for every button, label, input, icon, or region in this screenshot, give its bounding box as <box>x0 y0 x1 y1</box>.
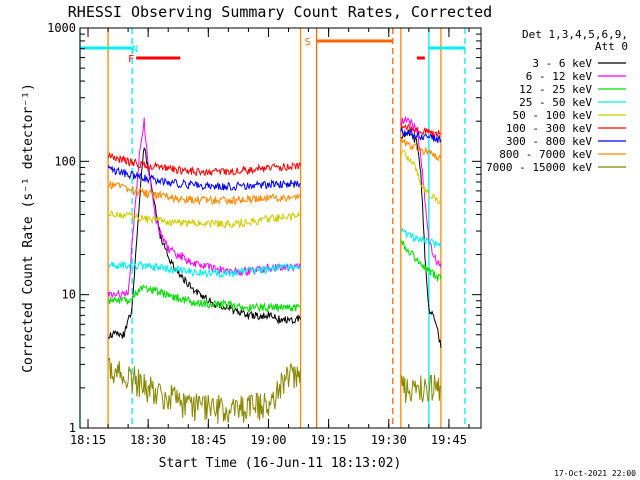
legend-label: 800 - 7000 keV <box>499 148 592 161</box>
legend-header: Att 0 <box>595 40 628 53</box>
legend-label: 25 - 50 keV <box>519 96 592 109</box>
y-tick-label: 1000 <box>47 21 76 35</box>
x-axis-label: Start Time (16-Jun-11 18:13:02) <box>159 456 402 471</box>
footer-timestamp: 17-Oct-2021 22:00 <box>554 469 636 478</box>
axes: 1 10 100 1000 18:15 18:30 18:45 19:00 19:15 19:30… <box>47 21 482 447</box>
x-tick-label: 18:45 <box>190 433 226 447</box>
series-line <box>400 149 442 205</box>
y-tick-label: 100 <box>54 154 76 168</box>
series-line <box>107 164 301 192</box>
x-tick-label: 19:15 <box>311 433 347 447</box>
y-tick-label: 1 <box>69 421 76 435</box>
series-line <box>107 357 302 424</box>
series-line <box>107 181 302 206</box>
legend-label: 300 - 800 keV <box>506 135 592 148</box>
series-line <box>400 374 442 404</box>
x-tick-label: 18:15 <box>70 433 106 447</box>
x-tick-label: 19:30 <box>371 433 407 447</box>
status-bar-label: S <box>305 37 311 48</box>
status-bar-label: F <box>128 54 134 65</box>
x-tick-label: 18:30 <box>130 433 166 447</box>
x-tick-label: 19:00 <box>250 433 286 447</box>
legend-label: 6 - 12 keV <box>526 70 593 83</box>
series-line <box>107 210 301 229</box>
series-line <box>107 151 302 177</box>
series-group <box>107 115 442 424</box>
series-line <box>400 127 442 144</box>
marker-lines <box>79 28 466 428</box>
legend-label: 3 - 6 keV <box>532 57 592 70</box>
series-line <box>400 239 442 282</box>
status-bars: NF S <box>80 37 465 65</box>
y-axis-label: Corrected Count Rate (s⁻¹ detector⁻¹) <box>21 83 36 373</box>
status-bar-label: N <box>132 44 138 55</box>
legend-label: 50 - 100 keV <box>513 109 593 122</box>
legend-label: 100 - 300 keV <box>506 122 592 135</box>
series-line <box>107 147 302 339</box>
series-line <box>107 284 302 313</box>
series-line <box>107 117 302 300</box>
series-line <box>107 260 302 279</box>
legend-header: Det 1,3,4,5,6,9, <box>522 28 628 41</box>
y-tick-label: 10 <box>62 288 76 302</box>
legend-label: 12 - 25 keV <box>519 83 592 96</box>
x-tick-label: 19:45 <box>431 433 467 447</box>
legend-label: 7000 - 15000 keV <box>486 161 592 174</box>
series-line <box>400 138 442 162</box>
series-line <box>400 227 442 248</box>
series-line <box>400 115 442 268</box>
plot-frame <box>79 27 482 429</box>
chart-title: RHESSI Observing Summary Count Rates, Co… <box>68 3 492 21</box>
